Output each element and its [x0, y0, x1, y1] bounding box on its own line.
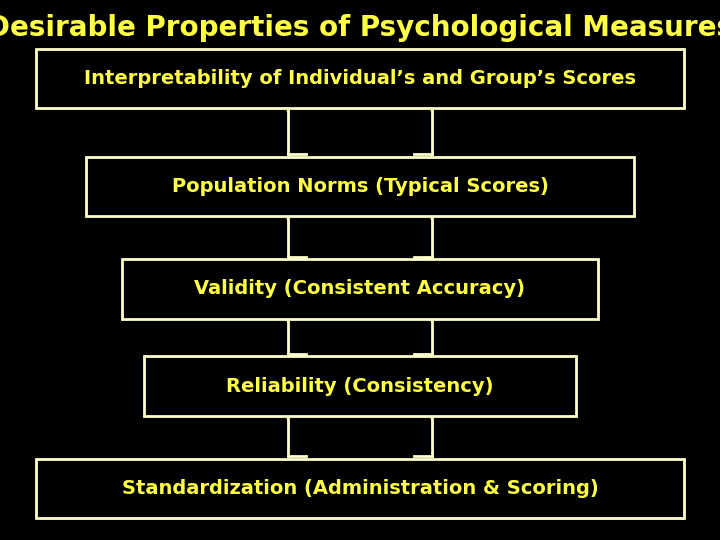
Text: Reliability (Consistency): Reliability (Consistency) [226, 376, 494, 396]
FancyBboxPatch shape [36, 49, 684, 108]
FancyBboxPatch shape [36, 459, 684, 518]
FancyBboxPatch shape [144, 356, 576, 416]
FancyBboxPatch shape [122, 259, 598, 319]
FancyBboxPatch shape [86, 157, 634, 216]
Text: Desirable Properties of Psychological Measures: Desirable Properties of Psychological Me… [0, 14, 720, 42]
Text: Validity (Consistent Accuracy): Validity (Consistent Accuracy) [194, 279, 526, 299]
Text: Interpretability of Individual’s and Group’s Scores: Interpretability of Individual’s and Gro… [84, 69, 636, 88]
Text: Population Norms (Typical Scores): Population Norms (Typical Scores) [171, 177, 549, 196]
Text: Standardization (Administration & Scoring): Standardization (Administration & Scorin… [122, 479, 598, 498]
